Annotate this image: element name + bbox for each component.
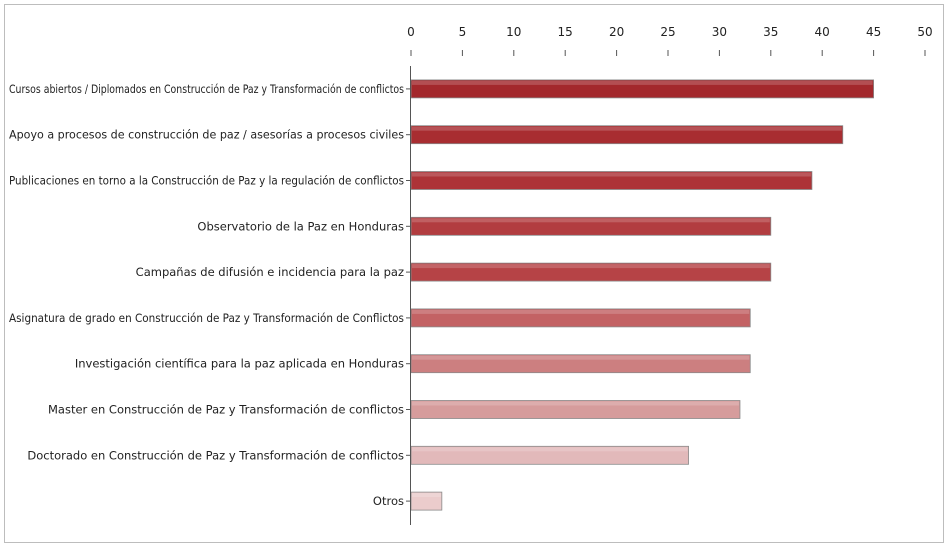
x-tick-label: 20 bbox=[609, 25, 624, 39]
category-label: Cursos abiertos / Diplomados en Construc… bbox=[9, 82, 404, 96]
x-tick-label: 30 bbox=[712, 25, 727, 39]
x-tick-label: 45 bbox=[866, 25, 881, 39]
bar-highlight bbox=[412, 218, 770, 223]
category-label: Otros bbox=[373, 494, 404, 508]
x-tick-label: 50 bbox=[917, 25, 932, 39]
category-label: Observatorio de la Paz en Honduras bbox=[197, 219, 404, 233]
bar-highlight bbox=[412, 309, 750, 314]
category-labels: Cursos abiertos / Diplomados en Construc… bbox=[9, 82, 411, 508]
x-tick-label: 15 bbox=[558, 25, 573, 39]
x-tick-label: 25 bbox=[660, 25, 675, 39]
x-tick-label: 40 bbox=[815, 25, 830, 39]
bars bbox=[410, 79, 875, 511]
x-tick-label: 0 bbox=[407, 25, 415, 39]
bar-highlight bbox=[412, 401, 739, 406]
bar-highlight bbox=[412, 80, 873, 85]
bar-highlight bbox=[412, 172, 811, 177]
category-label: Apoyo a procesos de construcción de paz … bbox=[9, 128, 404, 142]
x-tick-label: 10 bbox=[506, 25, 521, 39]
x-tick-label: 35 bbox=[763, 25, 778, 39]
x-tick-label: 5 bbox=[459, 25, 467, 39]
category-label: Publicaciones en torno a la Construcción… bbox=[9, 174, 404, 188]
category-label: Campañas de difusión e incidencia para l… bbox=[136, 265, 404, 279]
bar-highlight bbox=[412, 355, 750, 360]
bar-highlight bbox=[412, 126, 842, 131]
category-label: Doctorado en Construcción de Paz y Trans… bbox=[27, 448, 404, 462]
category-label: Investigación científica para la paz apl… bbox=[75, 357, 404, 371]
x-axis: 0 5 10 15 20 25 30 35 40 45 50 bbox=[407, 25, 933, 56]
category-label: Asignatura de grado en Construcción de P… bbox=[9, 311, 404, 325]
bar-highlight bbox=[412, 447, 688, 452]
category-label: Master en Construcción de Paz y Transfor… bbox=[48, 403, 404, 417]
bar-highlight bbox=[412, 493, 441, 498]
bar-highlight bbox=[412, 264, 770, 269]
